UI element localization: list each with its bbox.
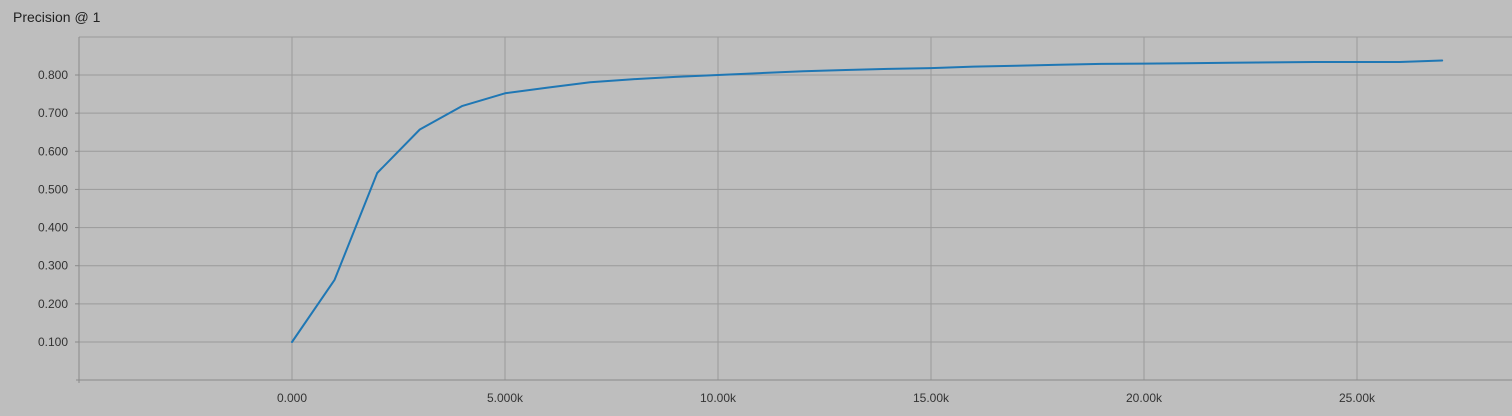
x-tick-label-3: 15.00k (913, 391, 950, 405)
x-tick-label-0: 0.000 (277, 391, 307, 405)
y-tick-label-6: 0.700 (38, 106, 68, 120)
y-tick-label-3: 0.400 (38, 221, 68, 235)
gridlines (79, 36, 1512, 380)
y-tick-label-2: 0.300 (38, 259, 68, 273)
x-tick-label-1: 5.000k (487, 391, 524, 405)
y-tick-label-7: 0.800 (38, 68, 68, 82)
series-line-0 (291, 59, 1444, 343)
x-tick-label-2: 10.00k (700, 391, 737, 405)
x-tick-label-5: 25.00k (1339, 391, 1376, 405)
y-tick-label-1: 0.200 (38, 297, 68, 311)
y-tick-label-0: 0.100 (38, 335, 68, 349)
x-tick-label-4: 20.00k (1126, 391, 1163, 405)
chart-title: Precision @ 1 (13, 9, 101, 25)
y-tick-label-5: 0.600 (38, 144, 68, 158)
y-tick-label-4: 0.500 (38, 182, 68, 196)
